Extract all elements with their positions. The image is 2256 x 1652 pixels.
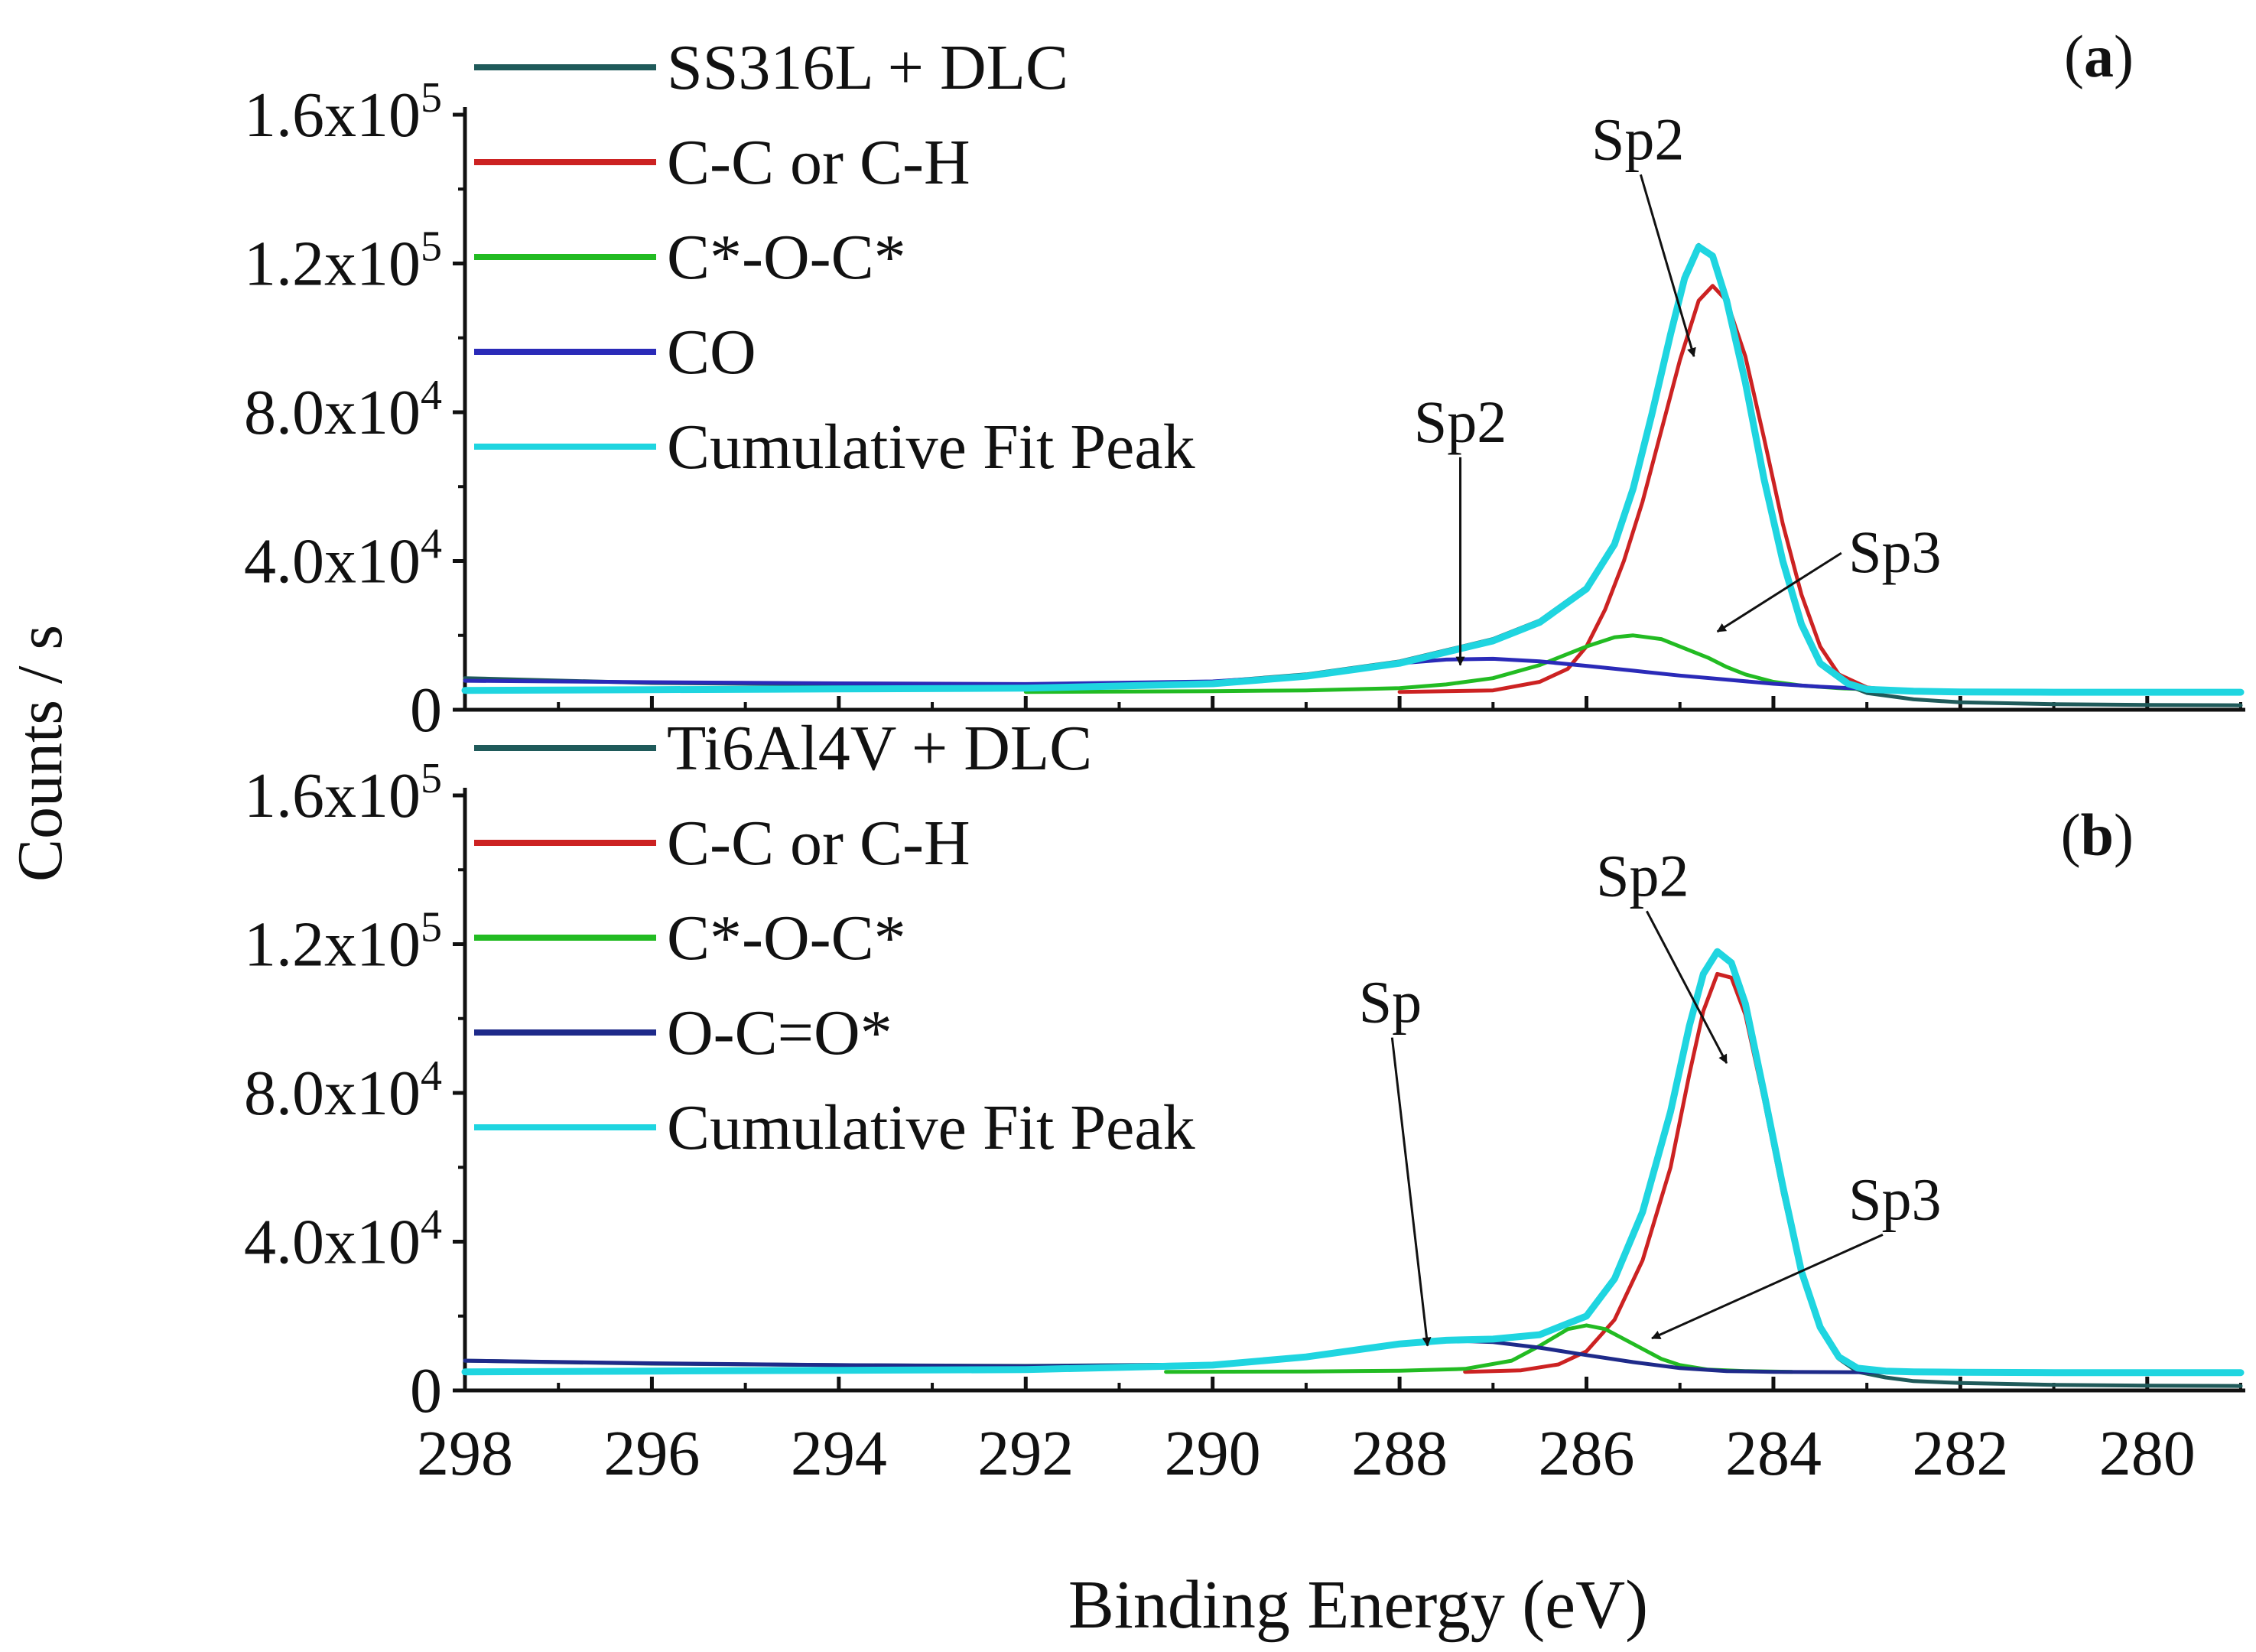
x-tick-label: 298	[417, 1418, 513, 1489]
x-tick-label: 296	[603, 1418, 700, 1489]
annotation-label: Sp2	[1591, 106, 1684, 172]
y-tick-label: 4.0x104	[244, 1202, 442, 1278]
annotation-arrow	[1716, 551, 1842, 633]
legend-label: C*-O-C*	[667, 222, 906, 293]
y-tick-label: 8.0x104	[244, 1052, 442, 1129]
legend-label: C-C or C-H	[667, 127, 970, 198]
panel-label: (b)	[2061, 802, 2134, 868]
annotation-arrow	[1390, 1037, 1432, 1347]
series-line	[461, 243, 2245, 696]
y-tick-label: 1.6x105	[244, 74, 442, 151]
panel-a: 0 4.0x104 8.0x104 1.2x105 1.6x105 SS316L + DL…	[244, 23, 2245, 746]
y-tick-label: 4.0x104	[244, 521, 442, 597]
y-tick-label: 1.6x105	[244, 755, 442, 831]
annotation-arrow	[1651, 1233, 1884, 1340]
annotation-label: Sp3	[1848, 519, 1941, 585]
y-tick-label: 1.2x105	[244, 904, 442, 980]
x-tick-label: 282	[1912, 1418, 2008, 1489]
y-tick-label: 8.0x104	[244, 372, 442, 448]
x-tick-label: 286	[1539, 1418, 1635, 1489]
x-tick-label: 292	[977, 1418, 1074, 1489]
series-line	[461, 948, 2245, 1377]
legend-label: Cumulative Fit Peak	[667, 411, 1195, 483]
panel-label: (a)	[2064, 23, 2134, 89]
annotation-label: Sp2	[1414, 389, 1507, 455]
legend-label: Cumulative Fit Peak	[667, 1092, 1195, 1163]
annotation-label: Sp2	[1596, 842, 1689, 909]
annotation-arrow	[1646, 910, 1728, 1064]
x-tick-label: 288	[1351, 1418, 1448, 1489]
y-tick-label: 0	[410, 675, 442, 746]
legend-label: SS316L + DLC	[667, 32, 1068, 103]
series-line	[1397, 284, 1907, 694]
annotation-label: Sp3	[1848, 1166, 1941, 1232]
series-line	[1164, 1323, 1794, 1374]
annotation-label: Sp	[1359, 969, 1422, 1036]
x-tick-label: 290	[1165, 1418, 1261, 1489]
legend-label: Ti6Al4V + DLC	[667, 713, 1092, 784]
y-tick-label: 1.2x105	[244, 223, 442, 300]
legend-label: CO	[667, 317, 756, 388]
legend-label: C-C or C-H	[667, 808, 970, 879]
y-tick-label: 0	[410, 1355, 442, 1426]
annotation-arrow	[1639, 174, 1696, 358]
legend-label: C*-O-C*	[667, 902, 906, 974]
panel-b: 0 4.0x104 8.0x104 1.2x105 1.6x105 298 296 294 29…	[244, 713, 2245, 1489]
series-line	[1463, 971, 1888, 1374]
legend-label: O-C=O*	[667, 997, 892, 1068]
x-tick-label: 294	[791, 1418, 887, 1489]
x-tick-label: 280	[2099, 1418, 2196, 1489]
x-tick-label: 284	[1725, 1418, 1822, 1489]
y-axis-label: Counts / s	[5, 625, 76, 882]
x-axis-label: Binding Energy (eV)	[1068, 1567, 1648, 1643]
